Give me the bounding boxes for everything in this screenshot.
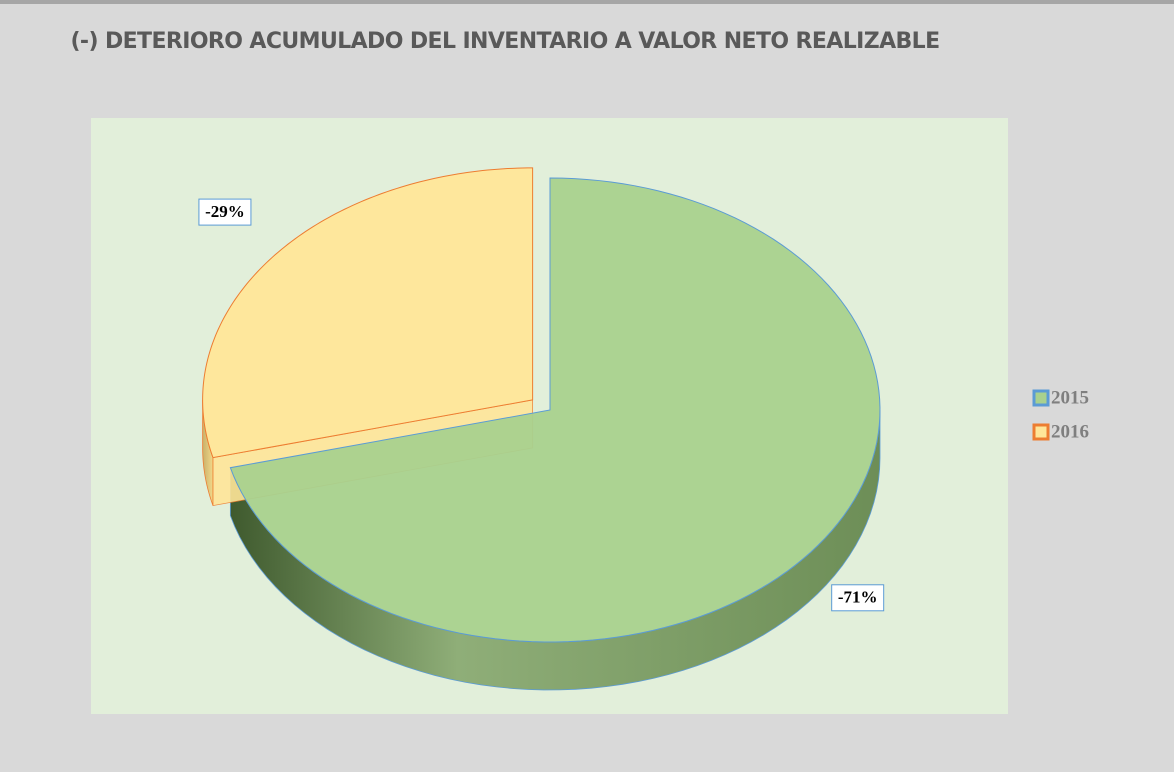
pie: -71% -29% (198, 167, 885, 691)
top-border (0, 0, 1174, 4)
chart-title: (-) DETERIORO ACUMULADO DEL INVENTARIO A… (70, 29, 939, 54)
slice (229, 177, 881, 643)
legend-swatch (1032, 423, 1050, 441)
data-label-box (198, 198, 252, 226)
data-label: -71% (838, 588, 878, 607)
legend-label: 2016 (1051, 421, 1089, 442)
legend: 2015 2016 (1032, 387, 1089, 442)
slice (202, 167, 534, 459)
data-label: -29% (205, 202, 245, 221)
legend-label: 2015 (1051, 387, 1089, 408)
data-label-box (831, 584, 885, 612)
legend-swatch (1032, 389, 1050, 407)
